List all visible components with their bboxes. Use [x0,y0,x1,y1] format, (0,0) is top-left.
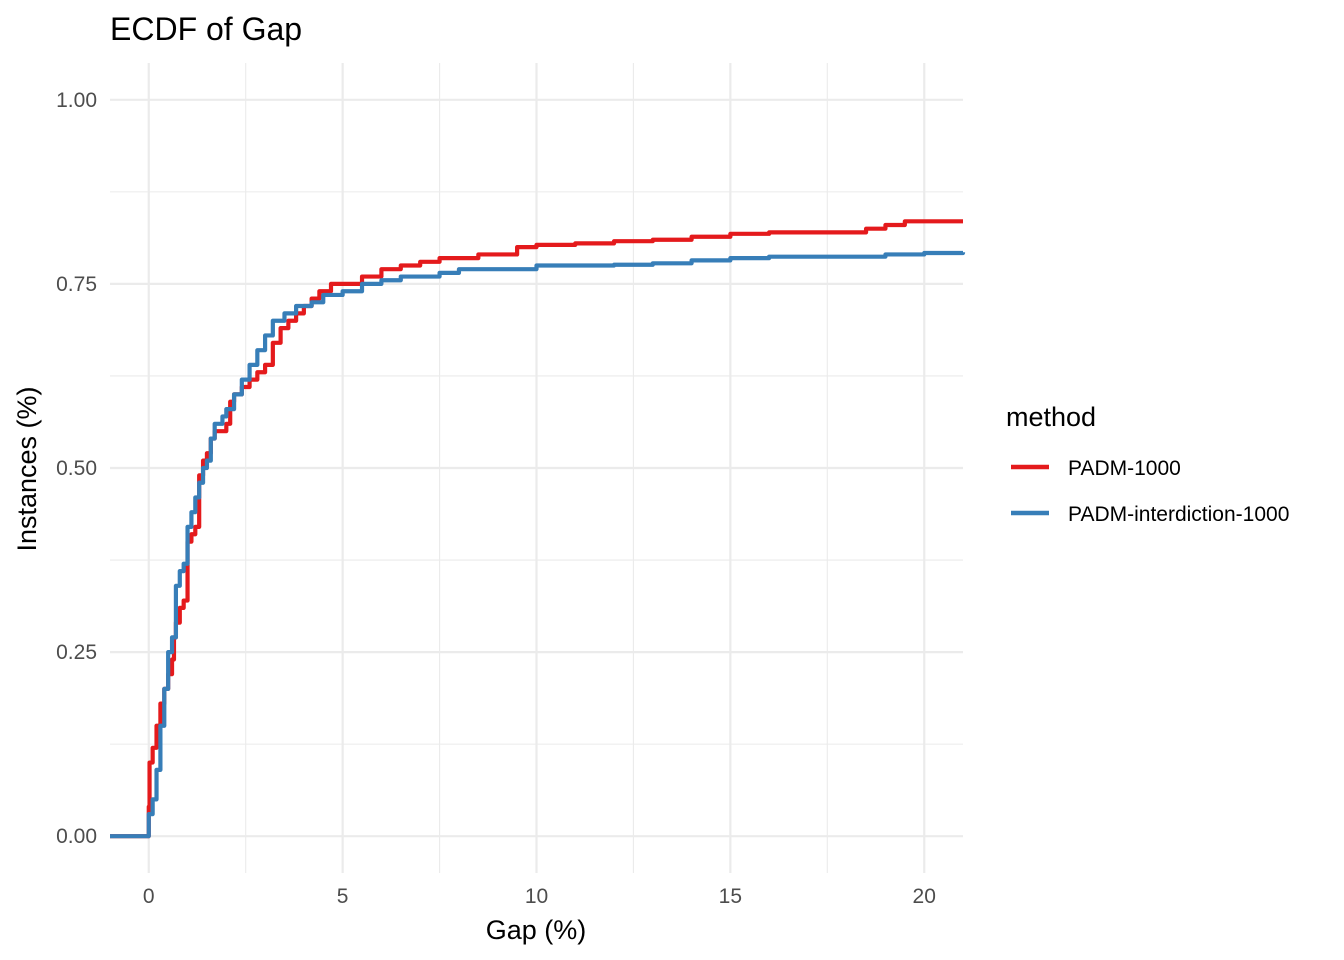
x-tick-label: 0 [143,885,155,908]
legend-title: method [1006,402,1096,432]
y-axis-title: Instances (%) [12,386,42,551]
x-tick-label: 5 [337,885,349,908]
y-tick-label: 0.75 [56,273,97,296]
chart-title: ECDF of Gap [110,11,302,47]
y-tick-label: 0.00 [56,825,97,848]
y-tick-label: 0.50 [56,457,97,480]
legend-label-padm-1000: PADM-1000 [1068,457,1181,480]
series-line-padm-interdiction-1000 [110,250,966,839]
x-axis-title: Gap (%) [486,915,587,945]
x-tick-label: 15 [719,885,742,908]
x-tick-label: 10 [525,885,548,908]
series-lines [110,219,966,839]
x-axis-ticks: 0 5 10 15 20 [143,885,936,908]
major-grid [110,63,963,873]
y-tick-label: 1.00 [56,89,97,112]
y-axis-ticks: 0.00 0.25 0.50 0.75 1.00 [56,89,97,848]
legend: method PADM-1000 PADM-interdiction-1000 [1006,402,1289,526]
x-tick-label: 20 [913,885,936,908]
legend-label-padm-interdiction-1000: PADM-interdiction-1000 [1068,503,1289,526]
y-tick-label: 0.25 [56,641,97,664]
